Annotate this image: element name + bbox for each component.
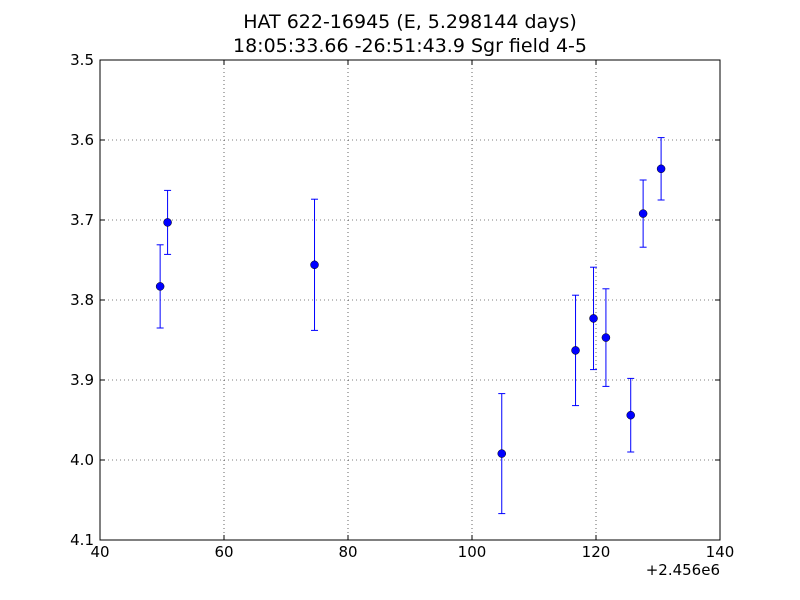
plot-frame [99,59,721,541]
data-point [638,209,648,218]
tick-layer: 40 60 80 100 120 140 3.5 3.6 3.7 3.8 3.9 4.0 4.1 [70,51,734,561]
y-tick-label: 3.6 [70,131,94,149]
y-tick-label: 3.9 [70,371,94,389]
y-tick-label: 4.0 [70,451,94,469]
data-layer [155,137,666,515]
x-offset-label: +2.456e6 [646,561,720,579]
x-tick-label: 100 [458,543,487,561]
x-tick-label: 140 [706,543,735,561]
data-point [589,314,598,323]
data-point [497,449,507,458]
data-point [571,346,580,355]
chart-subtitle: 18:05:33.66 -26:51:43.9 Sgr field 4-5 [233,35,587,57]
x-tick-label: 40 [90,543,109,561]
x-tick-label: 120 [582,543,611,561]
y-tick-label: 3.7 [70,211,94,229]
data-point [626,410,635,420]
x-tick-label: 60 [214,543,233,561]
y-tick-label: 3.8 [70,291,94,309]
x-tick-label: 80 [338,543,357,561]
data-point [656,164,666,174]
chart-title: HAT 622-16945 (E, 5.298144 days) [243,11,577,33]
y-tick-label: 4.1 [70,531,94,549]
data-point [310,260,319,270]
data-point [601,333,611,342]
data-point [163,218,172,227]
y-tick-label: 3.5 [70,51,94,69]
grid-layer [100,60,720,540]
data-point [155,282,165,291]
